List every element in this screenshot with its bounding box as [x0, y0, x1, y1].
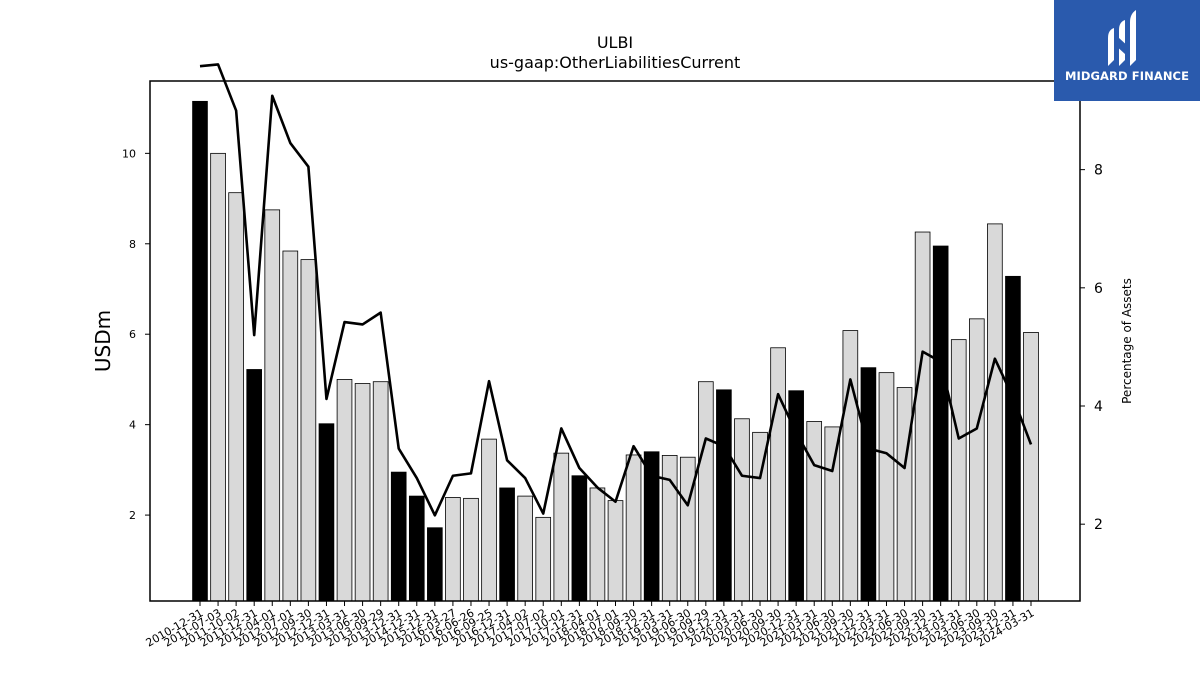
- bar: [246, 369, 262, 602]
- bar: [950, 339, 967, 602]
- bar: [969, 318, 985, 602]
- bar: [734, 418, 750, 602]
- bar: [336, 379, 353, 602]
- bar: [860, 367, 877, 602]
- bar: [499, 487, 515, 602]
- bar: [408, 495, 425, 602]
- bar: [210, 152, 226, 602]
- chart-title: ULBI: [597, 33, 633, 52]
- bar: [698, 381, 714, 602]
- y-axis-label: USDm: [91, 310, 115, 372]
- bar: [372, 381, 389, 602]
- line-series-path: [199, 63, 1033, 517]
- line-series: [199, 63, 1033, 517]
- bar: [1023, 332, 1039, 602]
- bar: [228, 192, 244, 602]
- bar: [1005, 275, 1021, 602]
- bar: [445, 497, 461, 602]
- midgard-m-logo-icon: [1108, 10, 1136, 66]
- bar: [390, 471, 407, 602]
- bar: [607, 500, 624, 602]
- bar: [716, 389, 732, 602]
- bar: [535, 516, 552, 602]
- bar: [589, 487, 606, 602]
- bar-series: [192, 100, 1039, 602]
- bar: [571, 475, 588, 602]
- bar: [896, 387, 913, 602]
- bar: [300, 259, 317, 602]
- bar: [517, 495, 533, 602]
- brand-name: MIDGARD FINANCE: [1064, 69, 1190, 83]
- bar: [987, 223, 1003, 602]
- bar: [318, 423, 335, 602]
- bar: [806, 421, 823, 602]
- y-tick-label: 8: [129, 238, 136, 251]
- bar: [661, 454, 678, 602]
- bar: [282, 250, 299, 602]
- bar: [427, 527, 443, 602]
- bar: [354, 383, 371, 602]
- y-tick-label: 4: [129, 419, 136, 432]
- bar: [553, 452, 570, 602]
- bar: [824, 426, 841, 602]
- bar: [192, 100, 208, 602]
- bar: [481, 438, 497, 602]
- bar: [842, 330, 859, 602]
- bar: [679, 456, 696, 602]
- y2-tick-label: 4: [1094, 399, 1103, 415]
- bar: [932, 245, 949, 602]
- y2-axis-label: Percentage of Assets: [1120, 278, 1134, 404]
- bar: [264, 209, 281, 602]
- y-axis-left: 2 4 6 8 10: [122, 147, 150, 522]
- y2-tick-label: 2: [1094, 517, 1103, 533]
- bar: [625, 454, 642, 602]
- bar: [770, 347, 786, 602]
- y2-tick-label: 6: [1094, 281, 1103, 297]
- y-axis-right: 2 4 6 8: [1080, 163, 1103, 533]
- y-tick-label: 6: [129, 328, 136, 341]
- bar: [463, 497, 479, 602]
- y-tick-label: 10: [122, 147, 136, 160]
- bar: [914, 231, 931, 602]
- y-tick-label: 2: [129, 509, 136, 522]
- y2-tick-label: 8: [1094, 163, 1103, 179]
- bar: [878, 372, 895, 602]
- x-axis: 2010-12-312011-07-032011-10-022011-12-31…: [144, 601, 1037, 650]
- brand-logo: MIDGARD FINANCE: [1054, 0, 1200, 101]
- chart-subtitle: us-gaap:OtherLiabilitiesCurrent: [490, 53, 741, 72]
